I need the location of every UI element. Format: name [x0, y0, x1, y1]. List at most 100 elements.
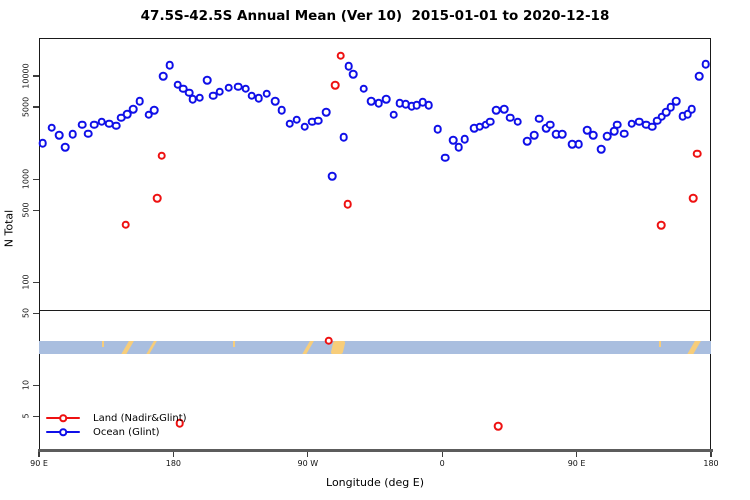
map-band: [39, 340, 711, 355]
legend-ring-icon: [59, 414, 67, 422]
x-tick: [172, 452, 175, 457]
data-point-land: [336, 51, 345, 60]
y-tick-label: 50: [21, 308, 31, 319]
land-patch: [233, 340, 236, 347]
data-point-land: [343, 199, 352, 209]
data-point-ocean: [241, 84, 251, 94]
land-patch: [330, 340, 346, 355]
data-point-ocean: [78, 120, 87, 130]
x-tick-label: 90 W: [297, 459, 319, 468]
data-point-ocean: [374, 98, 384, 108]
data-point-ocean: [381, 95, 391, 104]
data-point-land: [175, 418, 185, 428]
data-point-ocean: [128, 104, 138, 114]
y-tick: [33, 312, 39, 314]
data-point-ocean: [277, 105, 286, 115]
data-point-ocean: [144, 110, 154, 120]
data-point-ocean: [602, 132, 612, 141]
y-tick-label: 500: [21, 202, 31, 218]
data-point-ocean: [433, 125, 443, 134]
data-point-ocean: [588, 131, 598, 140]
data-point-ocean: [657, 112, 667, 122]
x-tick: [576, 452, 578, 457]
y-tick-label: 10000: [21, 63, 31, 89]
data-point-ocean: [149, 105, 159, 115]
data-point-ocean: [694, 71, 704, 81]
y-tick: [33, 415, 39, 417]
data-point-land: [331, 80, 340, 90]
data-point-ocean: [666, 102, 675, 112]
data-point-ocean: [292, 115, 301, 125]
land-patch: [145, 340, 157, 355]
data-point-ocean: [671, 97, 681, 106]
x-tick-label: 90 E: [30, 459, 48, 468]
data-point-ocean: [389, 110, 398, 120]
data-point-land: [494, 421, 503, 431]
data-point-ocean: [111, 121, 121, 130]
plot-box: [39, 38, 711, 451]
x-tick: [307, 452, 309, 457]
y-tick: [33, 384, 39, 386]
y-tick-label: 1000: [21, 168, 31, 190]
x-tick-label: 180: [165, 459, 182, 468]
legend-line: [46, 428, 80, 436]
data-point-ocean: [491, 105, 501, 115]
data-point-ocean: [647, 122, 657, 131]
data-point-ocean: [349, 69, 358, 79]
data-point-ocean: [339, 132, 348, 142]
data-point-ocean: [165, 61, 174, 70]
data-point-ocean: [440, 153, 450, 163]
y-tick-label: 5: [21, 413, 31, 419]
land-patch: [659, 340, 662, 347]
data-point-ocean: [224, 83, 233, 92]
data-point-ocean: [523, 136, 532, 146]
data-point-ocean: [513, 117, 522, 126]
data-point-ocean: [359, 84, 369, 94]
data-point-ocean: [574, 139, 584, 149]
data-point-ocean: [270, 97, 280, 106]
data-point-land: [656, 221, 666, 230]
y-tick: [33, 281, 39, 283]
data-point-land: [121, 220, 130, 230]
data-point-ocean: [54, 131, 64, 140]
data-point-ocean: [254, 94, 263, 103]
data-point-land: [324, 336, 333, 346]
data-point-ocean: [202, 75, 212, 85]
data-point-ocean: [661, 107, 671, 117]
data-point-ocean: [262, 89, 272, 98]
data-point-ocean: [215, 87, 224, 96]
data-point-ocean: [135, 97, 145, 106]
x-tick: [441, 452, 443, 457]
x-tick: [38, 452, 40, 457]
land-patch: [302, 340, 315, 355]
data-point-ocean: [582, 126, 592, 135]
data-point-ocean: [68, 130, 77, 139]
x-tick-label: 180: [703, 459, 719, 468]
data-point-ocean: [534, 114, 544, 124]
y-tick: [33, 75, 39, 77]
data-point-ocean: [122, 109, 132, 119]
y-tick-label: 10: [21, 380, 31, 391]
x-axis-title: Longitude (deg E): [326, 476, 424, 489]
data-point-ocean: [499, 104, 509, 114]
y-tick-label: 100: [21, 274, 31, 290]
legend-label: Ocean (Glint): [93, 426, 160, 438]
x-axis-line: [38, 449, 713, 452]
data-point-ocean: [454, 142, 463, 152]
data-point-ocean: [313, 116, 323, 126]
data-point-ocean: [38, 138, 48, 148]
x-tick-label: 0: [439, 459, 445, 468]
data-point-ocean: [195, 93, 204, 102]
divider-line: [39, 309, 711, 312]
x-tick: [710, 452, 712, 457]
land-patch: [102, 340, 105, 347]
y-axis-title: N Total: [2, 209, 16, 248]
y-tick: [33, 106, 39, 108]
data-point-ocean: [558, 130, 567, 139]
data-point-ocean: [449, 136, 458, 145]
legend: Land (Nadir&Glint) Ocean (Glint): [46, 411, 187, 439]
data-point-ocean: [529, 131, 539, 140]
data-point-ocean: [158, 71, 168, 81]
chart-title: 47.5S-42.5S Annual Mean (Ver 10) 2015-01…: [140, 8, 610, 24]
